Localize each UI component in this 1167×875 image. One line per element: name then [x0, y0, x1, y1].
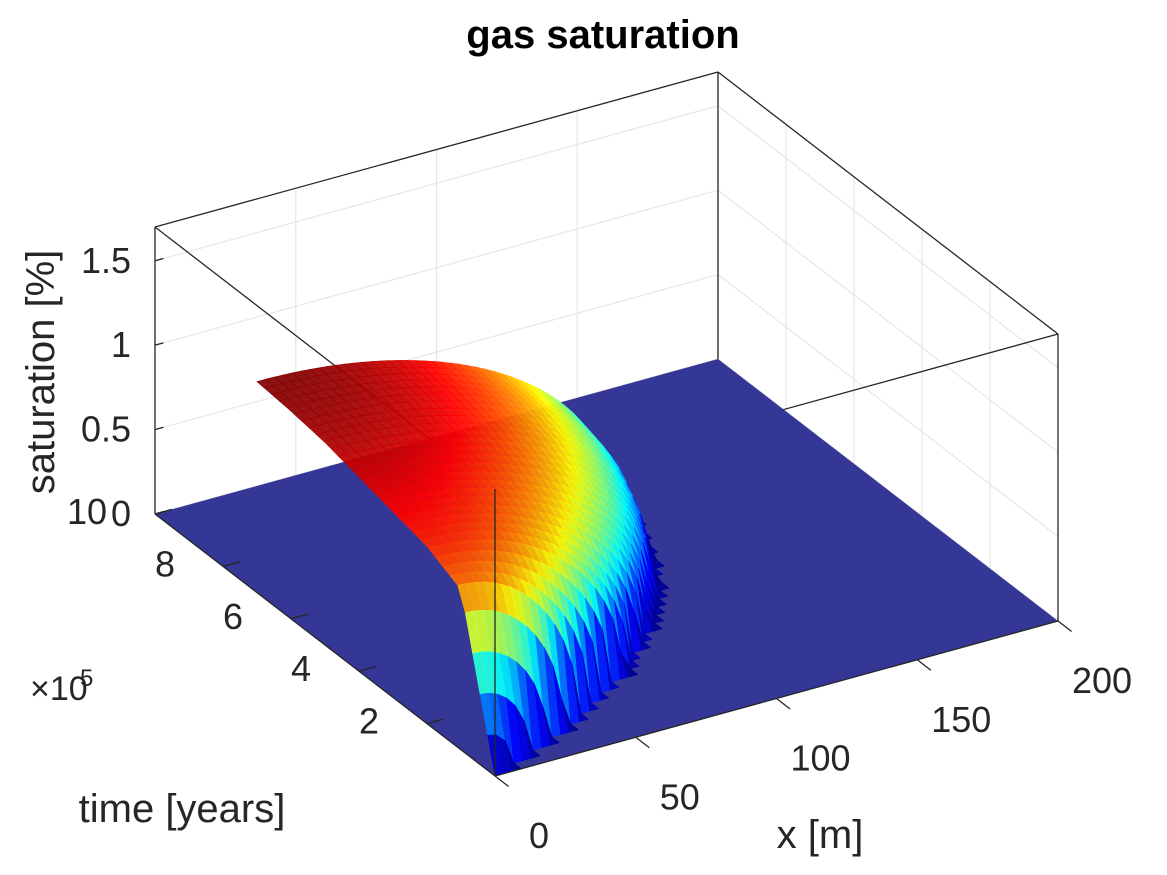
y-tick-label: 2: [359, 701, 379, 742]
z-tick: [154, 426, 164, 431]
x-tick: [1057, 620, 1072, 632]
y-tick: [222, 561, 241, 568]
surface-patch: [542, 707, 560, 746]
surface-patch: [561, 699, 579, 733]
gridline: [717, 105, 1059, 369]
surface-patch: [582, 653, 600, 712]
surface-patch: [592, 641, 610, 701]
y-exponent-base: ×10: [30, 670, 88, 708]
z-tick-label: 1: [111, 324, 131, 365]
surface-patch: [647, 598, 665, 624]
surface-patch: [634, 612, 652, 651]
z-tick-label: 0.5: [81, 409, 131, 450]
x-tick: [494, 775, 509, 787]
y-tick: [290, 613, 309, 620]
y-tick-label: 4: [291, 648, 311, 689]
gridline: [717, 189, 1059, 453]
y-tick-label: 10: [67, 491, 107, 532]
y-tick-label: 8: [155, 543, 175, 584]
surface-patch: [645, 609, 663, 632]
surface-patch: [621, 654, 639, 678]
y-tick: [358, 665, 377, 672]
surface-patch: [624, 604, 642, 661]
x-tick-label: 150: [931, 699, 991, 740]
y-axis-label: time [years]: [79, 787, 286, 831]
surface-patch: [523, 720, 541, 759]
gridline: [717, 274, 1059, 538]
saturation-surface: [256, 360, 670, 777]
z-tick-label: 1.5: [81, 240, 131, 281]
y-exponent: ×10 5: [30, 665, 93, 708]
x-tick: [776, 697, 791, 710]
y-tick: [426, 718, 445, 725]
box-edge: [154, 71, 719, 228]
surface-patch: [635, 592, 653, 643]
box-edge: [717, 71, 1059, 335]
x-tick: [635, 736, 650, 749]
x-tick: [916, 659, 932, 671]
z-tick: [154, 342, 164, 346]
surface-patch: [651, 566, 669, 599]
x-axis-label: x [m]: [777, 813, 864, 857]
box-edge: [154, 513, 496, 777]
z-tick: [154, 257, 164, 262]
y-exponent-power: 5: [80, 665, 93, 692]
gridline: [154, 189, 719, 346]
gridline: [154, 105, 719, 262]
surface-patch: [649, 577, 667, 608]
x-tick-label: 50: [660, 776, 700, 817]
surface-patch: [648, 587, 666, 616]
z-tick: [154, 511, 164, 515]
surface-patch: [646, 537, 664, 577]
x-tick-label: 200: [1072, 660, 1132, 701]
surface-patch: [622, 622, 640, 670]
x-tick-label: 0: [529, 815, 549, 856]
z-tick-label: 0: [111, 493, 131, 534]
x-tick-label: 100: [790, 738, 850, 779]
surface-patch: [602, 630, 620, 691]
surface-patch: [571, 664, 590, 722]
gridline: [154, 274, 719, 431]
chart-title: gas saturation: [466, 13, 739, 57]
y-tick-label: 6: [223, 596, 243, 637]
z-axis-label: saturation [%]: [19, 250, 63, 495]
